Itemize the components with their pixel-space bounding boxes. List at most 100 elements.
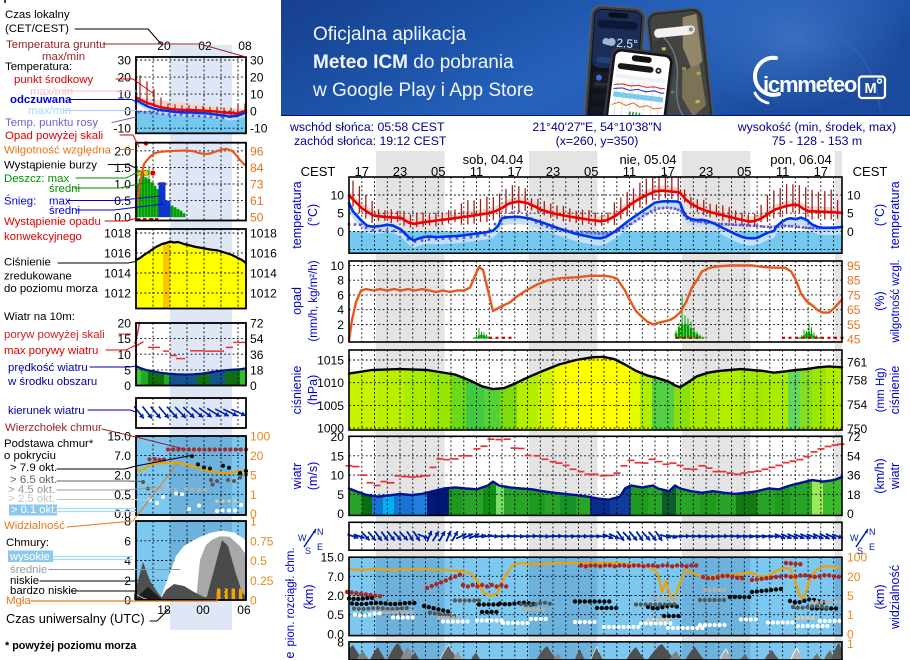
svg-text:Mgła: Mgła (6, 595, 31, 607)
svg-text:(CET/CEST): (CET/CEST) (5, 23, 69, 35)
svg-text:> 0.1 okt.: > 0.1 okt. (11, 504, 57, 516)
svg-text:Meteo ICM do pobrania: Meteo ICM do pobrania (313, 52, 514, 73)
svg-text:do poziomu morza: do poziomu morza (4, 283, 98, 295)
svg-text:1005: 1005 (317, 399, 344, 413)
svg-text:-10: -10 (114, 122, 132, 136)
svg-text:761: 761 (847, 355, 867, 369)
svg-text:18: 18 (157, 603, 171, 617)
svg-text:5: 5 (847, 589, 854, 603)
svg-text:23: 23 (699, 164, 713, 179)
svg-text:2.0: 2.0 (327, 589, 344, 603)
svg-text:8: 8 (337, 636, 344, 650)
svg-text:54: 54 (847, 449, 861, 463)
svg-text:Podstawa chmur*: Podstawa chmur* (4, 438, 94, 450)
svg-text:10: 10 (331, 259, 345, 273)
svg-text:0: 0 (847, 627, 854, 641)
svg-text:0: 0 (847, 507, 854, 521)
svg-text:30: 30 (118, 54, 132, 68)
svg-text:5: 5 (250, 469, 257, 483)
svg-text:średnie: średnie (10, 564, 47, 576)
svg-text:wysokość (min, środek, max): wysokość (min, środek, max) (737, 120, 897, 134)
svg-text:1016: 1016 (250, 247, 277, 261)
svg-text:15: 15 (118, 332, 132, 346)
svg-text:0.25: 0.25 (250, 574, 274, 588)
svg-text:1: 1 (847, 608, 854, 622)
svg-text:S: S (305, 546, 311, 556)
svg-text:Ciśnienie: Ciśnienie (4, 257, 51, 269)
svg-text:6: 6 (124, 534, 131, 548)
svg-text:8: 8 (337, 274, 344, 288)
svg-text:średni: średni (49, 183, 80, 195)
svg-text:11: 11 (776, 164, 790, 179)
svg-text:prędkość wiatru: prędkość wiatru (8, 362, 88, 374)
svg-text:4: 4 (337, 303, 344, 317)
svg-text:10: 10 (847, 189, 861, 203)
svg-text:1: 1 (250, 488, 257, 502)
svg-text:max/min: max/min (28, 105, 71, 117)
svg-text:15.0: 15.0 (320, 551, 344, 565)
svg-text:17: 17 (661, 164, 675, 179)
svg-text:0: 0 (124, 105, 131, 119)
svg-text:11: 11 (623, 164, 637, 179)
svg-text:17: 17 (355, 164, 369, 179)
svg-text:w środku obszaru: w środku obszaru (7, 376, 97, 388)
svg-text:61: 61 (250, 194, 264, 208)
svg-text:00: 00 (196, 603, 210, 617)
svg-text:05: 05 (431, 164, 445, 179)
svg-text:0.5: 0.5 (250, 554, 267, 568)
svg-text:odczuwana: odczuwana (10, 94, 72, 106)
svg-text:bardzo niskie: bardzo niskie (10, 585, 77, 597)
svg-text:08: 08 (238, 39, 252, 53)
svg-text:0: 0 (250, 105, 257, 119)
svg-text:(hPa): (hPa) (306, 375, 320, 406)
svg-text:1012: 1012 (250, 287, 277, 301)
svg-text:o pokryciu: o pokryciu (4, 450, 56, 462)
svg-text:1018: 1018 (104, 227, 131, 241)
svg-text:e: e (283, 651, 297, 658)
svg-text:1016: 1016 (104, 247, 131, 261)
svg-text:wilgotność wzgl.: wilgotność wzgl. (890, 259, 902, 343)
svg-text:E: E (869, 542, 875, 552)
svg-text:pon, 06.04: pon, 06.04 (770, 152, 831, 167)
svg-text:N: N (317, 527, 324, 537)
svg-text:(mm/h, kg/m²/h): (mm/h, kg/m²/h) (308, 260, 320, 341)
svg-text:1012: 1012 (104, 287, 131, 301)
svg-text:1: 1 (847, 637, 854, 651)
svg-text:W: W (850, 533, 859, 543)
svg-text:ciśnienie: ciśnienie (290, 366, 304, 415)
svg-text:72: 72 (250, 317, 264, 331)
svg-text:0: 0 (847, 225, 854, 239)
svg-text:nie, 05.04: nie, 05.04 (619, 152, 676, 167)
svg-text:10: 10 (331, 469, 345, 483)
svg-text:05: 05 (737, 164, 751, 179)
svg-text:21°40'27"E, 54°10'38"N: 21°40'27"E, 54°10'38"N (532, 120, 661, 134)
svg-text:754: 754 (847, 398, 867, 412)
svg-text:11: 11 (470, 164, 484, 179)
svg-text:Czas uniwersalny (UTC): Czas uniwersalny (UTC) (6, 611, 145, 626)
svg-text:Wierzchołek chmur: Wierzchołek chmur (5, 422, 102, 434)
svg-text:75 - 128 - 153 m: 75 - 128 - 153 m (772, 134, 862, 148)
svg-text:0.75: 0.75 (250, 534, 274, 548)
svg-text:55: 55 (847, 318, 861, 332)
svg-text:5: 5 (337, 488, 344, 502)
svg-text:10: 10 (250, 88, 264, 102)
svg-text:0.0: 0.0 (114, 507, 131, 521)
svg-text:2.0: 2.0 (114, 144, 131, 158)
svg-text:temperatura: temperatura (290, 181, 304, 248)
svg-text:6: 6 (337, 288, 344, 302)
svg-text:100: 100 (847, 551, 867, 565)
svg-text:sob, 04.04: sob, 04.04 (463, 152, 524, 167)
svg-text:zredukowane: zredukowane (4, 271, 72, 283)
svg-text:wiatr: wiatr (290, 463, 304, 490)
svg-text:> 7.9 okt.: > 7.9 okt. (10, 462, 57, 474)
svg-text:średni: średni (49, 205, 80, 217)
svg-text:Temperatura:: Temperatura: (5, 61, 72, 73)
svg-text:23: 23 (546, 164, 560, 179)
svg-text:max: max (49, 196, 71, 208)
svg-text:(km/h): (km/h) (873, 458, 887, 493)
svg-text:100: 100 (250, 430, 270, 444)
svg-text:18: 18 (250, 363, 264, 377)
svg-text:45: 45 (847, 333, 861, 347)
svg-text:18: 18 (847, 488, 861, 502)
svg-text:W: W (298, 533, 307, 543)
